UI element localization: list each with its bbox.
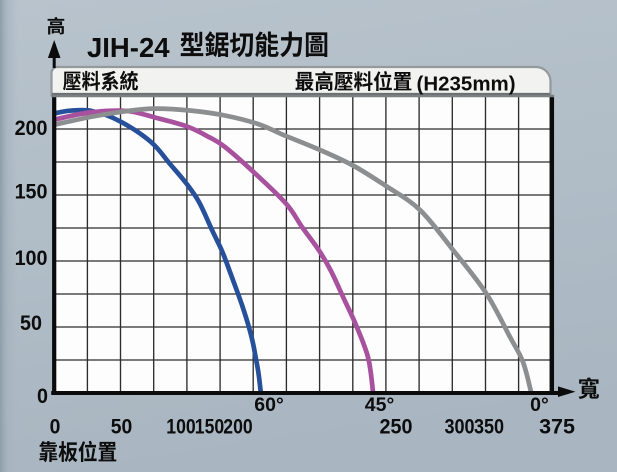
svg-text:0: 0 xyxy=(37,385,48,408)
svg-text:375: 375 xyxy=(539,415,575,439)
svg-text:50: 50 xyxy=(20,313,42,336)
svg-text:JIH-24: JIH-24 xyxy=(87,32,170,63)
svg-text:150: 150 xyxy=(195,415,224,439)
svg-text:300: 300 xyxy=(444,415,474,439)
svg-text:60°: 60° xyxy=(254,394,284,416)
svg-text:100: 100 xyxy=(15,247,48,270)
svg-text:150: 150 xyxy=(15,181,48,204)
svg-text:200: 200 xyxy=(15,117,48,140)
svg-text:(H235mm): (H235mm) xyxy=(417,73,516,96)
svg-text:50: 50 xyxy=(111,415,133,439)
svg-text:100: 100 xyxy=(166,415,195,439)
svg-text:350: 350 xyxy=(474,415,504,439)
svg-text:200: 200 xyxy=(223,415,252,439)
svg-text:0°: 0° xyxy=(530,394,549,416)
svg-text:45°: 45° xyxy=(365,394,395,416)
svg-text:0: 0 xyxy=(50,415,61,439)
svg-text:250: 250 xyxy=(380,415,413,439)
